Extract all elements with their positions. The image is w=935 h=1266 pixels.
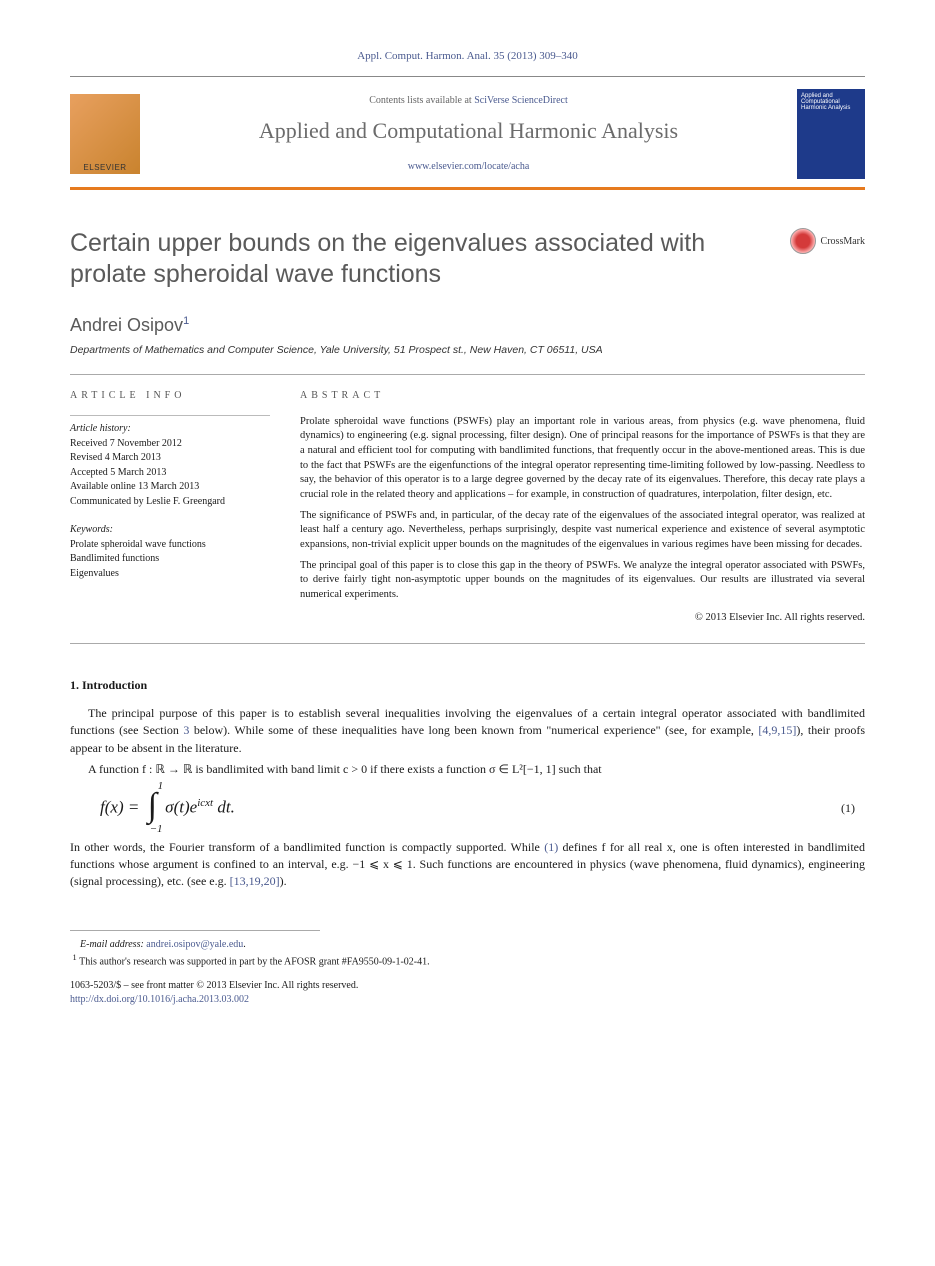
elsevier-logo xyxy=(70,94,140,174)
history-item: Communicated by Leslie F. Greengard xyxy=(70,495,270,510)
article-info-column: ARTICLE INFO Article history: Received 7… xyxy=(70,389,270,626)
text-run: ). xyxy=(280,874,287,888)
intro-paragraph: The principal purpose of this paper is t… xyxy=(70,705,865,756)
abstract-copyright: © 2013 Elsevier Inc. All rights reserved… xyxy=(300,611,865,626)
front-matter-notice: 1063-5203/$ – see front matter © 2013 El… xyxy=(70,979,865,993)
journal-citation: Appl. Comput. Harmon. Anal. 35 (2013) 30… xyxy=(70,50,865,62)
crossmark-badge[interactable]: CrossMark xyxy=(790,228,865,254)
history-heading: Article history: xyxy=(70,422,270,437)
abstract-paragraph: The principal goal of this paper is to c… xyxy=(300,559,865,603)
history-item: Received 7 November 2012 xyxy=(70,437,270,452)
author-footnote-link[interactable]: 1 xyxy=(183,315,189,327)
contents-prefix: Contents lists available at xyxy=(369,95,474,106)
email-label: E-mail address: xyxy=(80,939,146,950)
equation-number: (1) xyxy=(841,801,855,816)
contents-available: Contents lists available at SciVerse Sci… xyxy=(156,95,781,106)
journal-title: Applied and Computational Harmonic Analy… xyxy=(156,118,781,144)
article-info-heading: ARTICLE INFO xyxy=(70,389,270,404)
email-link[interactable]: andrei.osipov@yale.edu xyxy=(146,939,243,950)
keyword: Prolate spheroidal wave functions xyxy=(70,538,270,553)
crossmark-icon xyxy=(790,228,816,254)
body-text: In other words, the Fourier transform of… xyxy=(70,839,865,890)
sciencedirect-link[interactable]: SciVerse ScienceDirect xyxy=(474,95,568,106)
abstract-paragraph: Prolate spheroidal wave functions (PSWFs… xyxy=(300,415,865,503)
text-run: . xyxy=(243,939,246,950)
footnote-funding: 1 This author's research was supported i… xyxy=(70,952,320,969)
affiliation: Departments of Mathematics and Computer … xyxy=(70,344,865,356)
journal-cover-thumbnail: Applied and Computational Harmonic Analy… xyxy=(797,89,865,179)
text-run: In other words, the Fourier transform of… xyxy=(70,840,544,854)
text-run: This author's research was supported in … xyxy=(79,956,429,967)
history-item: Available online 13 March 2013 xyxy=(70,480,270,495)
doi-link[interactable]: http://dx.doi.org/10.1016/j.acha.2013.03… xyxy=(70,994,249,1005)
keywords-heading: Keywords: xyxy=(70,523,270,538)
keyword: Bandlimited functions xyxy=(70,552,270,567)
divider xyxy=(70,643,865,644)
divider xyxy=(70,374,865,375)
abstract-column: ABSTRACT Prolate spheroidal wave functio… xyxy=(300,389,865,626)
footnotes: E-mail address: andrei.osipov@yale.edu. … xyxy=(70,930,320,969)
body-text: The principal purpose of this paper is t… xyxy=(70,705,865,777)
crossmark-label: CrossMark xyxy=(821,236,865,247)
equation: f(x) = 1 ∫ −1 σ(t)eicxt dt. xyxy=(100,796,841,821)
author-name: Andrei Osipov1 xyxy=(70,311,865,336)
section-heading: 1. Introduction xyxy=(70,678,865,693)
paper-title: Certain upper bounds on the eigenvalues … xyxy=(70,228,710,291)
history-item: Accepted 5 March 2013 xyxy=(70,466,270,481)
page-footer: 1063-5203/$ – see front matter © 2013 El… xyxy=(70,979,865,1007)
text-run: below). While some of these inequalities… xyxy=(189,723,758,737)
intro-paragraph: In other words, the Fourier transform of… xyxy=(70,839,865,890)
journal-header: Contents lists available at SciVerse Sci… xyxy=(70,76,865,190)
journal-homepage-link[interactable]: www.elsevier.com/locate/acha xyxy=(408,161,530,172)
footnote-email: E-mail address: andrei.osipov@yale.edu. xyxy=(70,937,320,952)
abstract-heading: ABSTRACT xyxy=(300,389,865,403)
author-text: Andrei Osipov xyxy=(70,315,183,335)
keyword: Eigenvalues xyxy=(70,567,270,582)
equation-block: f(x) = 1 ∫ −1 σ(t)eicxt dt. (1) xyxy=(100,796,865,821)
history-item: Revised 4 March 2013 xyxy=(70,451,270,466)
equation-ref-link[interactable]: (1) xyxy=(544,840,558,854)
abstract-paragraph: The significance of PSWFs and, in partic… xyxy=(300,509,865,553)
citation-link[interactable]: [13,19,20] xyxy=(230,874,280,888)
citation-link[interactable]: [4,9,15] xyxy=(758,723,796,737)
intro-paragraph: A function f : ℝ → ℝ is bandlimited with… xyxy=(70,761,865,778)
